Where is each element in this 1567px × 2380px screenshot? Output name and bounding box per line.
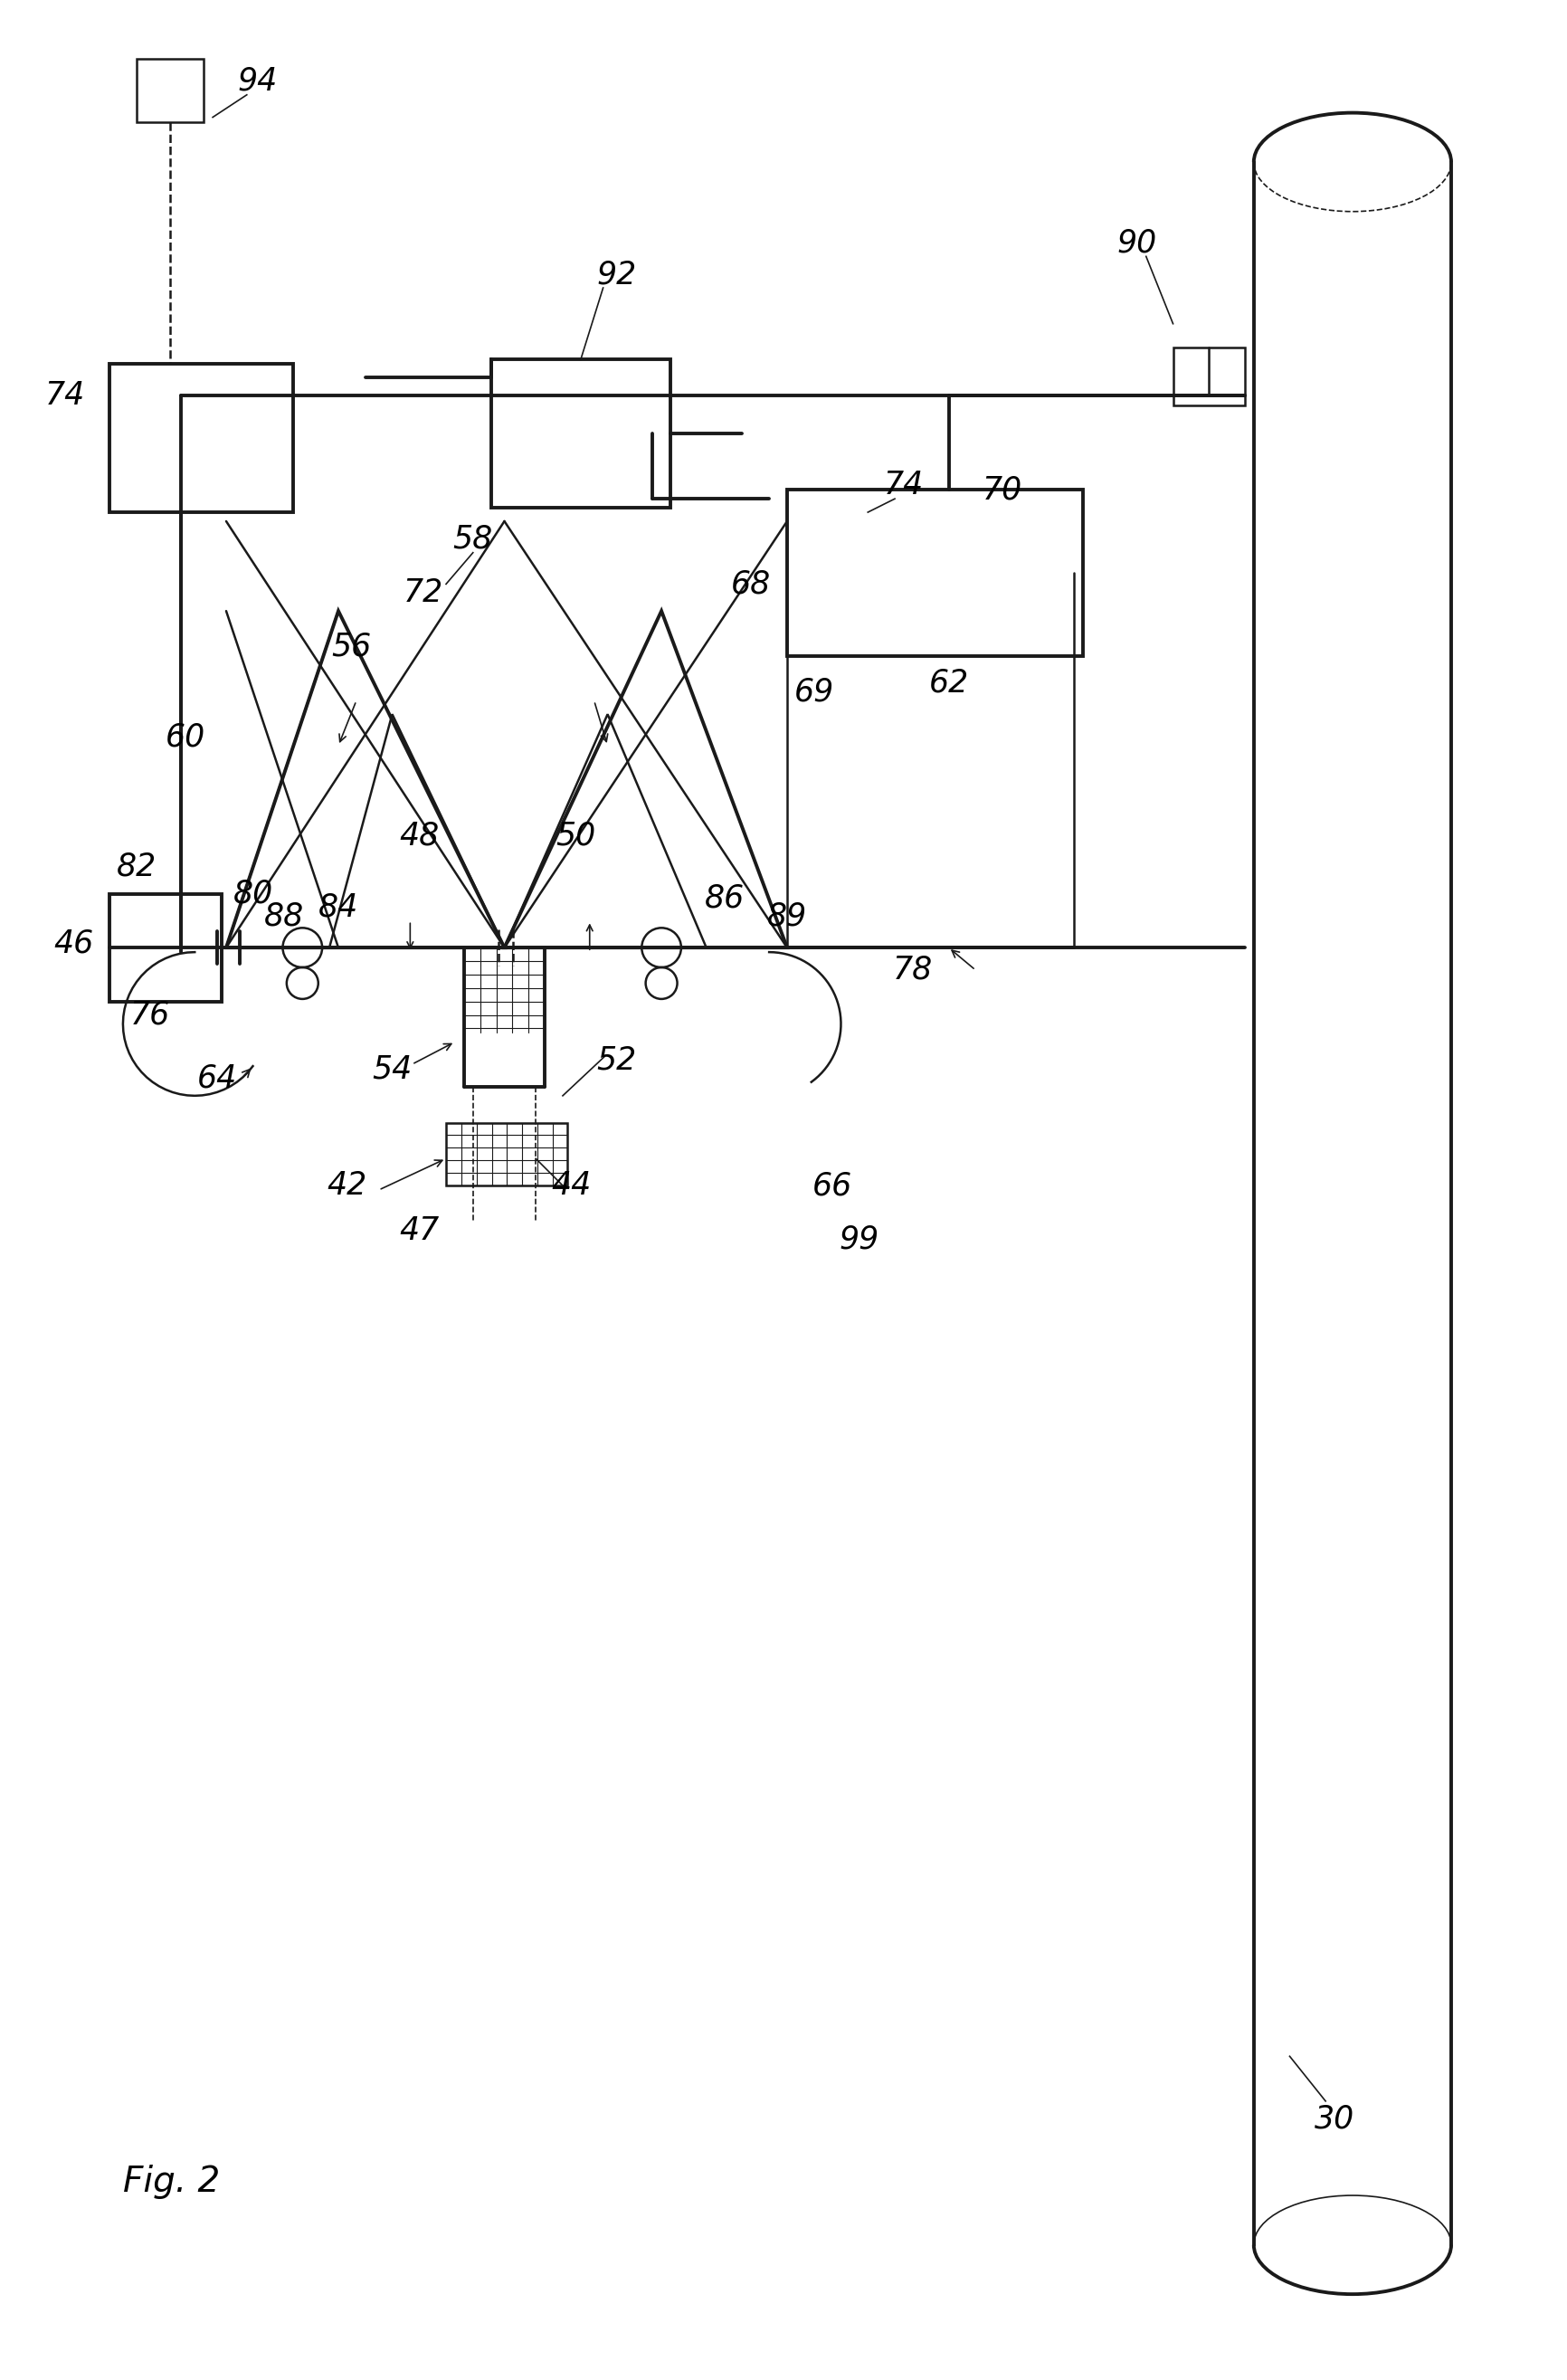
Text: 54: 54 xyxy=(371,1054,412,1085)
Text: 66: 66 xyxy=(812,1171,851,1202)
Text: 69: 69 xyxy=(793,676,834,707)
Text: 76: 76 xyxy=(130,1000,169,1031)
Text: 82: 82 xyxy=(116,852,157,883)
Text: 72: 72 xyxy=(403,578,443,609)
Text: 92: 92 xyxy=(595,259,636,290)
Bar xyxy=(1172,347,1244,405)
Text: 94: 94 xyxy=(238,67,277,98)
Bar xyxy=(445,1123,567,1185)
Text: 44: 44 xyxy=(552,1171,591,1202)
Text: 30: 30 xyxy=(1313,2104,1354,2135)
Text: 50: 50 xyxy=(556,821,595,850)
Bar xyxy=(787,490,1083,657)
Text: Fig. 2: Fig. 2 xyxy=(122,2166,219,2199)
Text: 84: 84 xyxy=(318,892,359,923)
Bar xyxy=(110,364,293,512)
Text: 56: 56 xyxy=(332,631,371,662)
Text: 58: 58 xyxy=(453,524,492,555)
Text: 90: 90 xyxy=(1116,228,1156,259)
Text: 62: 62 xyxy=(928,666,968,697)
Text: 86: 86 xyxy=(704,883,744,914)
Text: 46: 46 xyxy=(53,928,94,959)
Text: 52: 52 xyxy=(595,1045,636,1076)
Bar xyxy=(110,895,221,1002)
Bar xyxy=(136,60,204,121)
Text: 68: 68 xyxy=(730,569,771,600)
Text: 70: 70 xyxy=(983,474,1022,505)
Text: 47: 47 xyxy=(400,1216,439,1245)
Text: 78: 78 xyxy=(892,954,932,985)
Text: 99: 99 xyxy=(838,1223,879,1254)
Text: 74: 74 xyxy=(44,381,85,412)
Text: 42: 42 xyxy=(328,1171,367,1202)
Text: 60: 60 xyxy=(166,721,205,752)
Bar xyxy=(490,359,671,507)
Text: 88: 88 xyxy=(265,900,304,931)
Text: 48: 48 xyxy=(400,821,439,850)
Text: 80: 80 xyxy=(233,878,273,909)
Text: 74: 74 xyxy=(884,469,923,500)
Text: 89: 89 xyxy=(766,900,807,931)
Text: 64: 64 xyxy=(197,1061,237,1092)
